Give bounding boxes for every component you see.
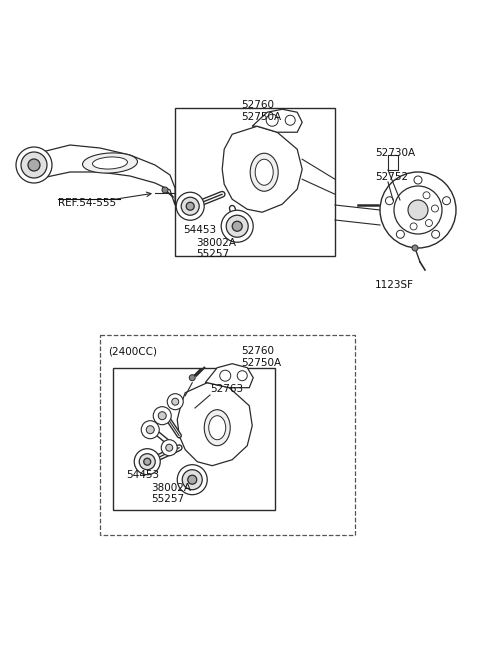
Circle shape [408, 200, 428, 220]
Ellipse shape [204, 410, 230, 445]
Circle shape [186, 202, 194, 210]
Circle shape [139, 454, 155, 470]
Text: (2400CC): (2400CC) [108, 346, 157, 356]
Circle shape [188, 475, 197, 484]
Circle shape [16, 147, 52, 183]
Bar [175, 108, 335, 256]
Circle shape [385, 197, 394, 205]
Text: 54453: 54453 [126, 470, 159, 480]
Text: 52750A: 52750A [241, 112, 281, 122]
Bar [100, 335, 355, 535]
Circle shape [443, 197, 451, 205]
Circle shape [167, 394, 183, 410]
Circle shape [396, 230, 404, 238]
Text: 38002A: 38002A [151, 483, 191, 493]
Bar [113, 368, 275, 510]
Circle shape [182, 470, 202, 489]
Circle shape [134, 449, 160, 475]
Circle shape [146, 426, 154, 434]
Polygon shape [252, 110, 302, 133]
Circle shape [221, 210, 253, 242]
Text: 52750A: 52750A [241, 358, 281, 368]
Circle shape [380, 172, 456, 248]
Ellipse shape [93, 157, 128, 169]
Circle shape [432, 230, 440, 238]
Circle shape [176, 192, 204, 220]
Circle shape [232, 221, 242, 232]
Circle shape [425, 220, 432, 226]
Circle shape [158, 412, 166, 420]
Text: 54453: 54453 [183, 225, 216, 235]
Ellipse shape [209, 416, 226, 440]
Polygon shape [222, 126, 302, 213]
Text: 1123SF: 1123SF [375, 280, 414, 290]
Circle shape [266, 114, 278, 126]
Ellipse shape [255, 159, 273, 185]
Circle shape [414, 176, 422, 184]
Circle shape [177, 464, 207, 495]
Text: 52752: 52752 [375, 172, 408, 182]
Circle shape [21, 152, 47, 178]
Circle shape [423, 192, 430, 199]
Circle shape [153, 407, 171, 424]
Text: 52730A: 52730A [375, 148, 415, 158]
Text: 38002A: 38002A [196, 238, 236, 248]
Polygon shape [205, 363, 253, 388]
Circle shape [189, 375, 195, 380]
Polygon shape [42, 145, 175, 205]
Circle shape [412, 245, 418, 251]
Circle shape [410, 223, 417, 230]
Circle shape [161, 440, 177, 456]
Circle shape [394, 186, 442, 234]
Circle shape [172, 398, 179, 405]
Text: 52763: 52763 [210, 384, 243, 394]
Text: 52760: 52760 [241, 346, 274, 356]
Circle shape [432, 205, 438, 212]
Ellipse shape [250, 154, 278, 192]
Circle shape [220, 370, 231, 381]
Circle shape [237, 371, 247, 380]
Text: 55257: 55257 [151, 494, 184, 504]
Circle shape [162, 187, 168, 193]
Circle shape [166, 444, 173, 451]
Polygon shape [177, 382, 252, 466]
Text: 55257: 55257 [196, 249, 229, 259]
Circle shape [28, 159, 40, 171]
Circle shape [285, 115, 295, 125]
Circle shape [181, 197, 199, 215]
Circle shape [141, 420, 159, 439]
Ellipse shape [83, 153, 137, 173]
Text: REF.54-555: REF.54-555 [58, 198, 116, 208]
Circle shape [144, 458, 151, 465]
Text: 52760: 52760 [241, 100, 274, 110]
Circle shape [226, 215, 248, 237]
